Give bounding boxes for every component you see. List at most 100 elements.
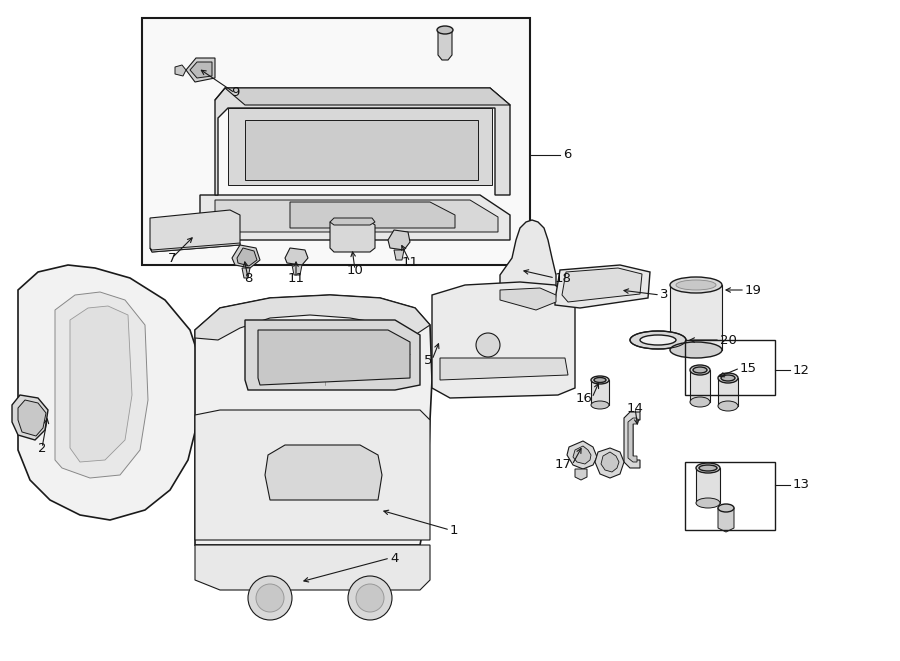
Ellipse shape [591,401,609,409]
Polygon shape [18,265,200,520]
Polygon shape [330,218,375,225]
Bar [718,378,738,406]
Bar [690,370,710,402]
Polygon shape [186,58,215,82]
Ellipse shape [670,342,722,358]
Polygon shape [245,320,420,390]
Polygon shape [575,469,587,480]
Text: 11: 11 [401,256,419,268]
Polygon shape [150,243,240,252]
Polygon shape [195,295,430,340]
Polygon shape [242,268,250,278]
Polygon shape [228,108,492,185]
Text: 15: 15 [740,362,757,375]
Polygon shape [601,452,619,472]
Ellipse shape [718,401,738,411]
Ellipse shape [696,498,720,508]
Ellipse shape [670,277,722,293]
Text: 11: 11 [287,272,304,284]
Ellipse shape [690,365,710,375]
Ellipse shape [594,377,606,383]
Polygon shape [225,88,510,105]
Circle shape [476,333,500,357]
Polygon shape [388,230,410,250]
Polygon shape [12,395,48,440]
Polygon shape [718,508,734,532]
Text: 2: 2 [38,442,46,455]
Ellipse shape [437,26,453,34]
Ellipse shape [630,331,686,349]
Polygon shape [232,245,260,268]
Polygon shape [175,65,186,76]
Polygon shape [292,265,302,275]
Polygon shape [595,448,624,478]
Text: 20: 20 [720,334,737,346]
Circle shape [256,584,284,612]
Polygon shape [628,418,637,462]
Polygon shape [200,195,510,240]
Ellipse shape [721,375,735,381]
Polygon shape [285,248,308,265]
Text: 4: 4 [390,551,399,564]
Polygon shape [500,220,556,310]
Text: 17: 17 [555,459,572,471]
Circle shape [348,576,392,620]
Bar [696,468,720,503]
Ellipse shape [676,280,716,290]
Text: 13: 13 [793,479,810,492]
Polygon shape [432,282,575,398]
Polygon shape [290,202,455,228]
Polygon shape [562,268,642,302]
Text: 19: 19 [745,284,762,297]
Polygon shape [265,445,382,500]
Polygon shape [18,400,46,436]
Text: 6: 6 [563,149,572,161]
Text: 8: 8 [244,272,252,284]
Polygon shape [195,410,430,540]
Circle shape [356,584,384,612]
Polygon shape [55,292,148,478]
Polygon shape [195,545,430,590]
Text: 3: 3 [660,288,669,301]
Polygon shape [245,120,478,180]
Text: 14: 14 [626,401,644,414]
Bar [685,340,775,395]
Text: 12: 12 [793,364,810,377]
Bar [142,18,530,265]
Ellipse shape [640,335,676,345]
Bar [670,285,722,350]
Ellipse shape [699,465,717,471]
Polygon shape [573,446,591,464]
Polygon shape [215,200,498,232]
Text: 10: 10 [346,264,364,276]
Text: 9: 9 [230,87,239,100]
Ellipse shape [696,463,720,473]
Polygon shape [555,265,650,308]
Polygon shape [500,288,556,310]
Polygon shape [70,306,132,462]
Polygon shape [394,250,404,260]
Text: 1: 1 [450,524,458,537]
Text: 18: 18 [555,272,572,284]
Ellipse shape [718,373,738,383]
Polygon shape [624,412,640,468]
Bar [591,380,609,405]
Polygon shape [215,88,510,195]
Ellipse shape [718,504,734,512]
Text: 16: 16 [575,391,592,405]
Polygon shape [258,330,410,385]
Text: 7: 7 [167,251,176,264]
Ellipse shape [591,376,609,384]
Polygon shape [438,30,452,60]
Polygon shape [567,441,597,469]
Polygon shape [237,248,257,266]
Ellipse shape [693,367,707,373]
Polygon shape [330,220,375,252]
Polygon shape [190,62,212,78]
Polygon shape [195,295,432,545]
Polygon shape [440,358,568,380]
Ellipse shape [690,397,710,407]
Polygon shape [150,210,240,252]
Bar [685,462,775,530]
Text: 5: 5 [424,354,432,366]
